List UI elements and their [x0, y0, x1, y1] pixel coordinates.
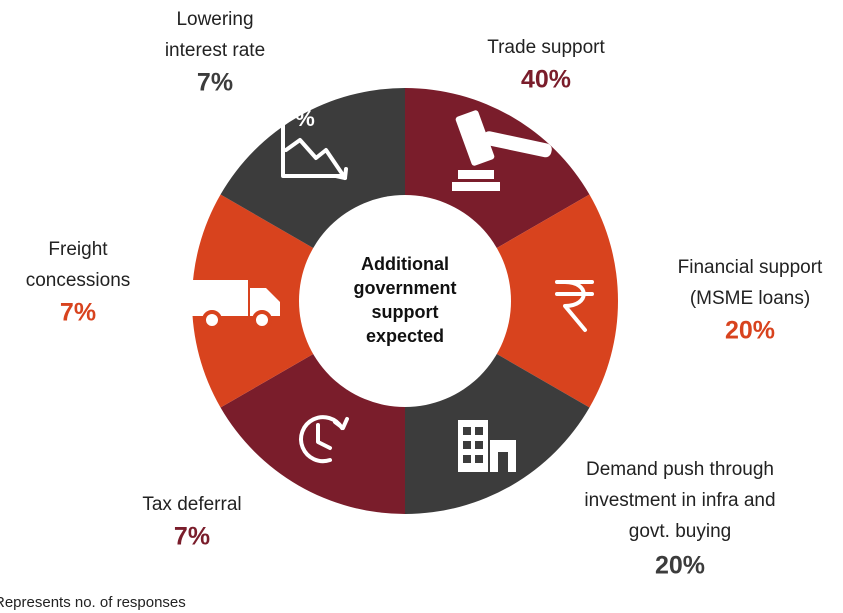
segment-label: concessions: [26, 270, 131, 291]
segment-percent: 7%: [174, 523, 210, 551]
rupee-icon: [555, 280, 594, 332]
segment-percent: 7%: [197, 69, 233, 97]
center-label: Additional government support expected: [353, 254, 456, 346]
clock-icon: [299, 415, 349, 464]
segment-label: investment in infra and: [584, 490, 775, 511]
segment-percent: 40%: [521, 66, 571, 94]
segment-percent: 20%: [725, 317, 775, 345]
svg-text:%: %: [295, 106, 315, 131]
center-line: government: [353, 278, 456, 298]
segment-label: Trade support: [487, 37, 605, 58]
segment-label: (MSME loans): [690, 288, 810, 309]
interest-icon: %: [281, 106, 348, 180]
labels: Trade support 40% Financial support (MSME l…: [26, 9, 823, 580]
building-icon: [458, 420, 516, 472]
segment-label: Freight: [48, 239, 108, 260]
segment-label: Financial support: [678, 257, 823, 278]
segment: [491, 194, 618, 408]
segment-label: interest rate: [165, 40, 265, 61]
center-line: support: [372, 302, 439, 322]
gavel-icon: [452, 110, 552, 191]
segment-label: govt. buying: [629, 521, 731, 542]
segment-percent: 7%: [60, 299, 96, 327]
segment-label: Tax deferral: [142, 494, 241, 515]
icons: %: [166, 106, 594, 472]
center-line: expected: [366, 326, 444, 346]
center-circle: [299, 195, 511, 407]
segment-label: Demand push through: [586, 459, 774, 480]
segment-label: Lowering: [176, 9, 253, 30]
truck-icon: [166, 280, 280, 330]
center-line: Additional: [361, 254, 449, 274]
segment-percent: 20%: [655, 552, 705, 580]
footnote: Represents no. of responses: [0, 594, 186, 611]
